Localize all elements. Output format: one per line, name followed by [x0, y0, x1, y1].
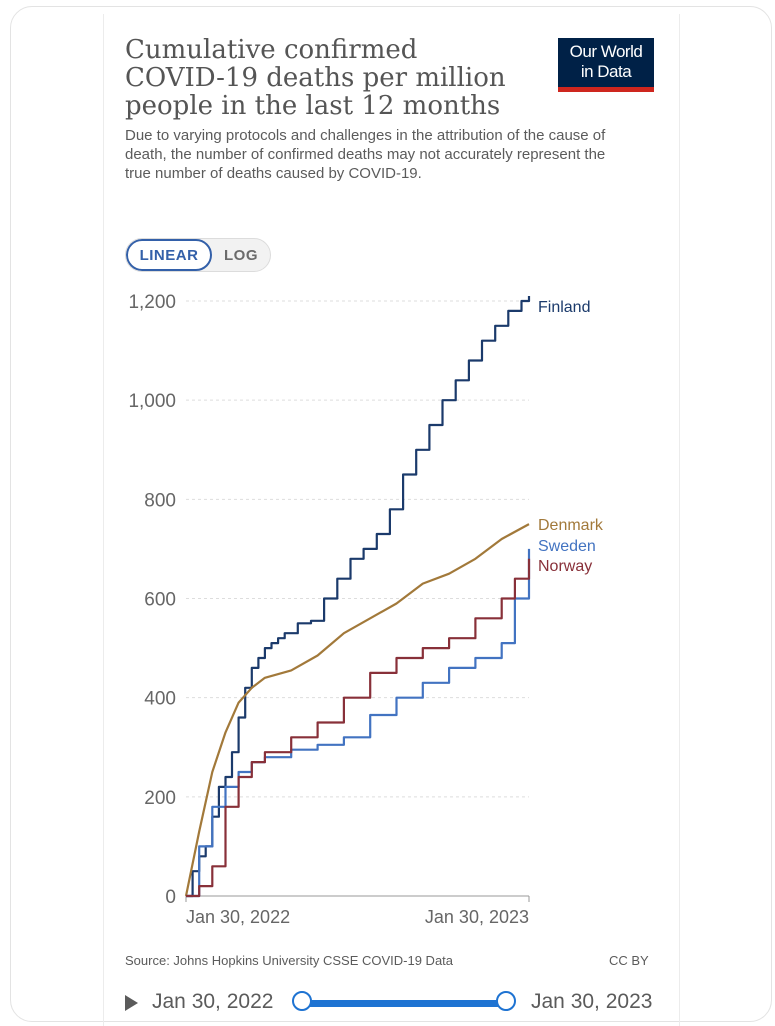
timeline-start-handle[interactable] — [292, 991, 312, 1011]
owid-logo[interactable]: Our World in Data — [558, 38, 654, 92]
y-tick-label: 0 — [165, 887, 176, 908]
log-scale-button[interactable]: LOG — [224, 246, 258, 264]
x-axis: Jan 30, 2022 Jan 30, 2023 — [185, 895, 530, 927]
chart-gridlines — [186, 300, 529, 798]
x-tick-label: Jan 30, 2022 — [186, 907, 290, 927]
y-tick-label: 200 — [144, 788, 176, 809]
timeline-end-label: Jan 30, 2023 — [531, 990, 653, 1013]
timeline-slider: Jan 30, 2022 Jan 30, 2023 — [0, 985, 775, 1021]
series-label-norway[interactable]: Norway — [538, 558, 592, 575]
logo-accent-bar — [558, 87, 654, 92]
series-line-norway[interactable] — [186, 558, 531, 898]
chart-title: Cumulative confirmed COVID-19 deaths per… — [125, 35, 506, 121]
y-axis-tick-labels: 0 200 400 600 800 1,000 1,200 — [128, 292, 176, 908]
scale-toggle[interactable]: LINEAR LOG — [125, 238, 271, 272]
y-tick-label: 800 — [144, 490, 176, 511]
chart-frame — [103, 14, 680, 1026]
timeline-track[interactable] — [303, 1000, 506, 1007]
timeline-end-handle[interactable] — [496, 991, 516, 1011]
linear-scale-button[interactable]: LINEAR — [126, 239, 212, 271]
y-tick-label: 1,000 — [128, 391, 176, 412]
series-line-sweden[interactable] — [186, 548, 531, 898]
series-label-sweden[interactable]: Sweden — [538, 538, 596, 555]
chart-subtitle: Due to varying protocols and challenges … — [125, 127, 606, 182]
chart-series — [184, 296, 531, 898]
logo-line-1: Our World — [569, 42, 643, 61]
license-link[interactable]: CC BY — [609, 953, 649, 968]
source-note[interactable]: Source: Johns Hopkins University CSSE CO… — [125, 953, 454, 968]
series-line-finland[interactable] — [186, 296, 531, 898]
series-label-denmark[interactable]: Denmark — [538, 517, 604, 534]
series-line-denmark[interactable] — [184, 523, 530, 897]
timeline-start-label: Jan 30, 2022 — [152, 990, 274, 1013]
series-label-finland[interactable]: Finland — [538, 299, 590, 316]
series-labels: Finland Denmark Sweden Norway — [538, 299, 604, 575]
y-tick-label: 400 — [144, 689, 176, 710]
y-tick-label: 1,200 — [128, 292, 176, 313]
logo-line-2: in Data — [580, 62, 632, 81]
play-icon[interactable] — [125, 995, 138, 1011]
x-tick-label: Jan 30, 2023 — [425, 907, 529, 927]
y-tick-label: 600 — [144, 590, 176, 611]
